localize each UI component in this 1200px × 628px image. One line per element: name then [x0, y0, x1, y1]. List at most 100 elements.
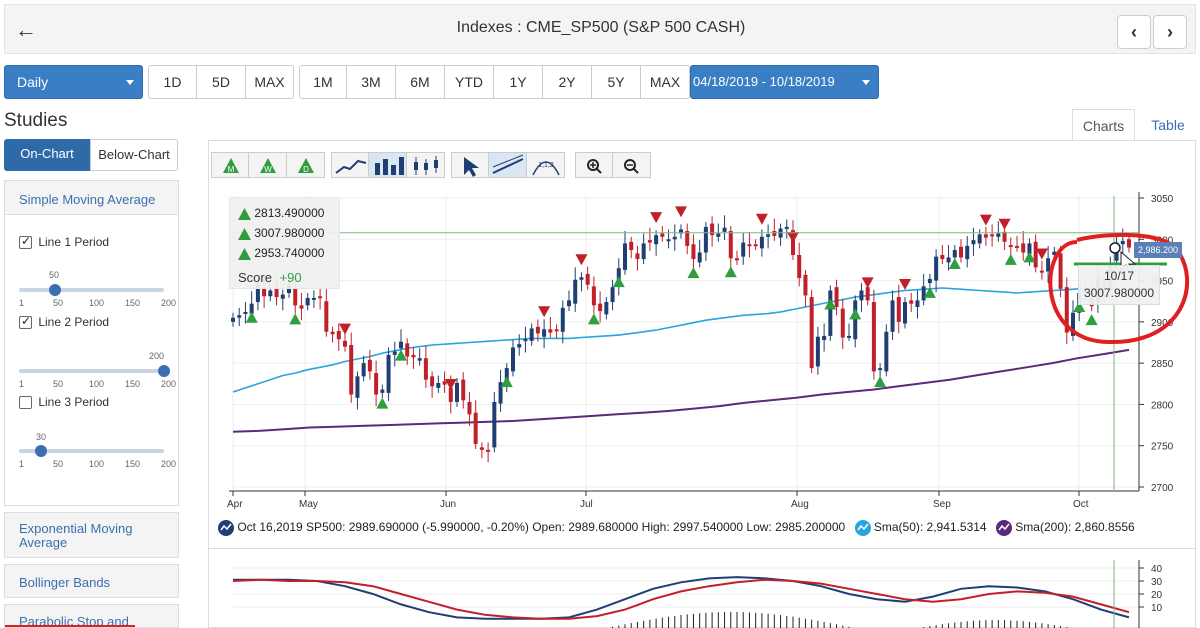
candle-body	[349, 344, 354, 395]
prev-button[interactable]: ‹	[1117, 15, 1151, 49]
back-arrow-icon[interactable]: ←	[15, 17, 37, 42]
candle-body	[685, 231, 690, 246]
line2-slider[interactable]	[19, 369, 164, 373]
buy-signal-icon	[724, 266, 737, 278]
candle-body	[1008, 245, 1013, 248]
range-3m-button[interactable]: 3M	[347, 65, 396, 99]
candle-body	[741, 242, 746, 257]
line3-row[interactable]: Line 3 Period	[19, 395, 110, 410]
ema-panel[interactable]: Exponential Moving Average	[4, 512, 179, 558]
zoom-out-icon[interactable]	[613, 152, 651, 178]
indicator-chart[interactable]: 40 30 20 10	[209, 560, 1195, 628]
bar-chart-icon[interactable]	[369, 152, 407, 178]
candlestick-icon[interactable]	[407, 152, 445, 178]
d-signal-icon[interactable]: D	[287, 152, 325, 178]
candle-body	[878, 368, 883, 371]
candle-body	[691, 244, 696, 260]
sma50-line	[232, 287, 1129, 393]
line1-checkbox[interactable]	[19, 234, 32, 250]
candle-body	[983, 234, 988, 238]
drawing-tools-group: 1,1,2	[451, 152, 565, 178]
range-2y-button[interactable]: 2Y	[543, 65, 592, 99]
candle-body	[423, 358, 428, 380]
candle-body	[965, 245, 970, 260]
line3-slider[interactable]	[19, 449, 164, 453]
candle-body	[598, 303, 603, 312]
trendline-icon[interactable]	[489, 152, 527, 178]
range-ytd-button[interactable]: YTD	[445, 65, 494, 99]
range-5d-button[interactable]: 5D	[197, 65, 246, 99]
range-1d-button[interactable]: 1D	[148, 65, 197, 99]
range-5y-button[interactable]: 5Y	[592, 65, 641, 99]
price-tooltip: 10/17 3007.980000	[1078, 265, 1160, 305]
candle-body	[672, 236, 677, 240]
range-max-intraday-button[interactable]: MAX	[246, 65, 294, 99]
interval-dropdown[interactable]: Daily	[4, 65, 143, 99]
next-button[interactable]: ›	[1153, 15, 1187, 49]
range-group: 1M 3M 6M YTD 1Y 2Y 5Y MAX	[299, 65, 690, 99]
candle-body	[455, 382, 459, 402]
date-range-dropdown[interactable]: 04/18/2019 - 10/18/2019	[690, 65, 879, 99]
line1-slider[interactable]	[19, 288, 164, 292]
candle-body	[1002, 231, 1007, 242]
range-6m-button[interactable]: 6M	[396, 65, 445, 99]
sma-panel: Simple Moving Average Line 1 Period 50 1…	[4, 180, 179, 506]
sma-header[interactable]: Simple Moving Average	[5, 181, 178, 215]
m-signal-icon[interactable]: M	[211, 152, 249, 178]
sell-signal-icon	[650, 212, 663, 224]
candle-body	[859, 290, 864, 301]
fibonacci-icon[interactable]: 1,1,2	[527, 152, 565, 178]
oscillator-line-red	[232, 578, 1130, 620]
line2-slider-knob[interactable]	[158, 365, 170, 377]
candle-body	[1064, 287, 1069, 333]
candle-body	[871, 302, 876, 372]
below-chart-tab[interactable]: Below-Chart	[90, 139, 178, 171]
candle-body	[461, 379, 466, 401]
candle-body	[946, 257, 951, 263]
candle-body	[927, 278, 932, 284]
pointer-icon[interactable]	[451, 152, 489, 178]
range-max-button[interactable]: MAX	[641, 65, 690, 99]
line1-slider-knob[interactable]	[49, 284, 61, 296]
tab-table[interactable]: Table	[1151, 117, 1185, 133]
candle-body	[735, 258, 739, 261]
on-chart-tab[interactable]: On-Chart	[4, 139, 90, 171]
buy-signal-icon	[1004, 253, 1017, 265]
zoom-in-icon[interactable]	[575, 152, 613, 178]
line1-row[interactable]: Line 1 Period	[19, 234, 109, 250]
w-signal-icon[interactable]: W	[249, 152, 287, 178]
line-chart-icon[interactable]	[331, 152, 369, 178]
buy-signal-icon	[948, 258, 961, 270]
candle-body	[324, 301, 329, 332]
buy-signal-icon	[395, 349, 407, 361]
candle-body	[759, 236, 764, 249]
parabolic-panel[interactable]: Parabolic Stop and	[4, 604, 179, 628]
candle-body	[753, 244, 758, 247]
line3-checkbox[interactable]	[19, 396, 32, 410]
tab-charts[interactable]: Charts	[1072, 109, 1135, 141]
candle-body	[231, 317, 235, 322]
range-1m-button[interactable]: 1M	[299, 65, 347, 99]
line2-checkbox[interactable]	[19, 314, 32, 330]
line3-slider-knob[interactable]	[35, 445, 47, 457]
candle-body	[815, 336, 820, 367]
candle-body	[330, 331, 335, 335]
candle-body	[660, 233, 665, 237]
line2-row[interactable]: Line 2 Period	[19, 314, 109, 330]
sell-signal-icon	[1035, 248, 1048, 260]
candle-body	[990, 234, 995, 237]
range-1y-button[interactable]: 1Y	[494, 65, 543, 99]
chart-container	[208, 140, 1196, 628]
annotation-circle	[1048, 232, 1190, 345]
candle-body	[716, 233, 721, 237]
bollinger-panel[interactable]: Bollinger Bands	[4, 564, 179, 598]
line3-label: Line 3 Period	[38, 395, 110, 409]
price-flag: 2,986.200	[1134, 242, 1182, 258]
candle-body	[1027, 243, 1032, 255]
lower-tick-label: 20	[1151, 590, 1163, 601]
candle-body	[343, 340, 347, 347]
candle-body	[934, 256, 939, 281]
candle-body	[268, 290, 273, 297]
candle-body	[847, 335, 851, 338]
